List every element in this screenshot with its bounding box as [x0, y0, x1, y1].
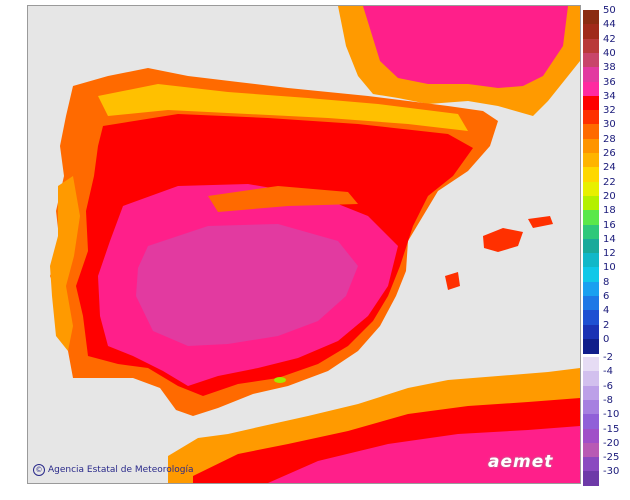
legend-swatch — [583, 95, 599, 111]
legend-swatch — [583, 124, 599, 140]
legend-swatch — [583, 81, 599, 97]
legend-swatch — [583, 138, 599, 154]
legend-label: 0 — [603, 333, 610, 345]
portugal-coast — [50, 176, 80, 351]
legend-swatch — [583, 414, 599, 429]
temperature-legend: 50 44 42 40 38 36 34 32 30 28 26 24 22 20 18 16 14 12 10 8 6… — [583, 6, 628, 487]
legend-swatch — [583, 428, 599, 444]
sierra-nevada-patch — [274, 377, 286, 383]
legend-swatch — [583, 67, 599, 82]
france-hot-region — [363, 6, 568, 88]
legend-swatch — [583, 310, 599, 326]
legend-label: 44 — [603, 19, 616, 31]
legend-label: 24 — [603, 162, 616, 174]
legend-label: 50 — [603, 5, 616, 16]
legend-swatch — [583, 153, 599, 168]
legend-label: -4 — [603, 366, 613, 378]
legend-swatch — [583, 253, 599, 268]
legend-swatch — [583, 324, 599, 340]
legend-label: 32 — [603, 105, 616, 117]
legend-swatch — [583, 110, 599, 125]
legend-label: 6 — [603, 291, 610, 302]
legend-label: 30 — [603, 119, 616, 131]
legend-label: 42 — [603, 33, 616, 45]
legend-swatch — [583, 385, 599, 401]
mallorca-region — [483, 228, 523, 252]
legend-label: 18 — [603, 205, 616, 217]
aemet-credit: © Agencia Estatal de Meteorología — [33, 464, 194, 476]
legend-swatch — [583, 38, 599, 54]
legend-label: -2 — [603, 352, 613, 363]
legend-swatch — [583, 181, 599, 197]
credit-text: Agencia Estatal de Meteorología — [48, 465, 194, 475]
temperature-map — [27, 5, 581, 484]
legend-label: 38 — [603, 62, 616, 74]
legend-label: 22 — [603, 176, 616, 188]
central-belt — [208, 186, 358, 212]
legend-swatch — [583, 224, 599, 240]
iberia-core-zone — [136, 224, 358, 346]
legend-label: 34 — [603, 90, 616, 102]
legend-swatch — [583, 371, 599, 387]
legend-swatch — [583, 357, 599, 372]
legend-label: 36 — [603, 76, 616, 88]
legend-swatch — [583, 296, 599, 311]
legend-swatch — [583, 24, 599, 40]
legend-label: -25 — [603, 452, 620, 464]
legend-label: 40 — [603, 47, 616, 59]
copyright-icon: © — [33, 464, 45, 476]
legend-swatch — [583, 210, 599, 225]
menorca-region — [528, 216, 553, 228]
legend-swatch — [583, 267, 599, 283]
ibiza-region — [445, 272, 460, 290]
legend-swatch — [583, 338, 599, 354]
legend-label: 28 — [603, 133, 616, 145]
legend-label: -6 — [603, 380, 613, 392]
legend-label: 12 — [603, 248, 616, 260]
legend-swatch — [583, 238, 599, 254]
legend-swatch — [583, 10, 599, 25]
legend-swatch — [583, 52, 599, 68]
africa-core-region — [268, 426, 580, 483]
legend-swatch — [583, 442, 599, 458]
iberia-north-band — [98, 84, 468, 131]
legend-label: 26 — [603, 148, 616, 159]
map-canvas — [50, 6, 580, 483]
legend-swatch — [583, 195, 599, 211]
legend-swatch — [583, 399, 599, 415]
legend-label: 8 — [603, 276, 610, 288]
legend-label: 16 — [603, 219, 616, 231]
legend-swatch — [583, 457, 599, 472]
legend-label: -15 — [603, 423, 620, 435]
legend-swatch — [583, 281, 599, 297]
legend-swatch — [583, 471, 599, 487]
aemet-logo: aemet — [488, 452, 554, 472]
legend-label: -30 — [603, 466, 620, 478]
legend-label: 10 — [603, 262, 616, 274]
legend-label: -10 — [603, 409, 620, 421]
legend-label: 2 — [603, 319, 610, 331]
legend-label: -8 — [603, 394, 613, 406]
legend-label: -20 — [603, 437, 620, 449]
legend-swatch — [583, 167, 599, 183]
legend-label: 14 — [603, 233, 616, 245]
legend-label: 20 — [603, 190, 616, 202]
legend-label: 4 — [603, 305, 610, 317]
